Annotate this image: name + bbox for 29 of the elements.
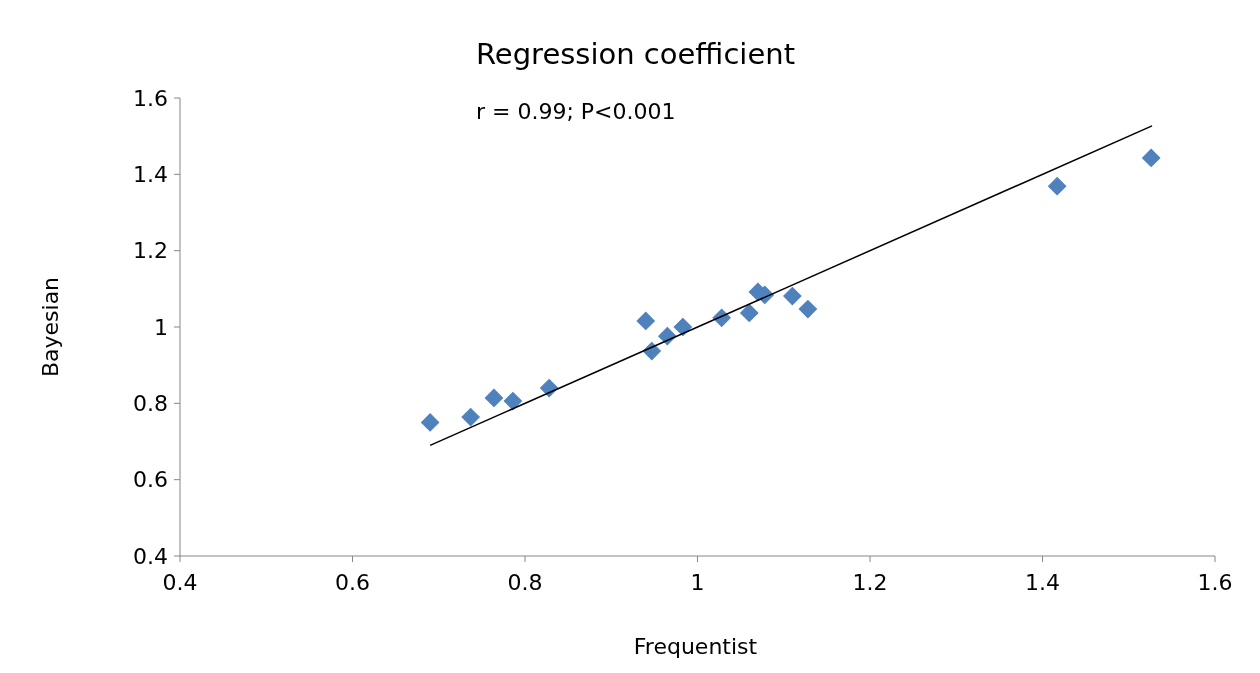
x-tick-label: 0.8: [507, 570, 543, 595]
point: [673, 317, 692, 337]
y-tick-label: 1.4: [133, 162, 168, 188]
x-tick-label: 0.4: [162, 570, 198, 595]
y-axis-title: Bayesian: [38, 276, 63, 378]
y-tick-label: 1: [154, 314, 168, 340]
chart-title: Regression coefficient: [476, 37, 795, 71]
x-axis-title: Frequentist: [633, 634, 758, 659]
x-tick-label: 0.6: [335, 570, 370, 595]
point: [461, 407, 480, 427]
point: [484, 388, 504, 408]
point: [1048, 177, 1067, 196]
point: [798, 299, 818, 319]
point: [1142, 148, 1161, 168]
point: [503, 391, 523, 411]
point: [420, 413, 440, 432]
x-tick-label: 1.4: [1025, 570, 1060, 595]
y-tick-label: 0.6: [133, 467, 168, 493]
point: [740, 303, 759, 323]
x-tick-label: 1.6: [1197, 570, 1233, 595]
annotation: r = 0.99; P<0.001: [476, 99, 676, 124]
y-tick-label: 1.6: [133, 85, 168, 111]
x-tick-label: 1: [690, 570, 705, 595]
point: [636, 311, 655, 331]
y-tick-label: 0.4: [133, 543, 168, 569]
point: [783, 286, 802, 306]
y-tick-label: 0.8: [133, 391, 168, 417]
y-tick-label: 1.2: [133, 238, 168, 264]
x-tick-label: 1.2: [852, 570, 888, 595]
